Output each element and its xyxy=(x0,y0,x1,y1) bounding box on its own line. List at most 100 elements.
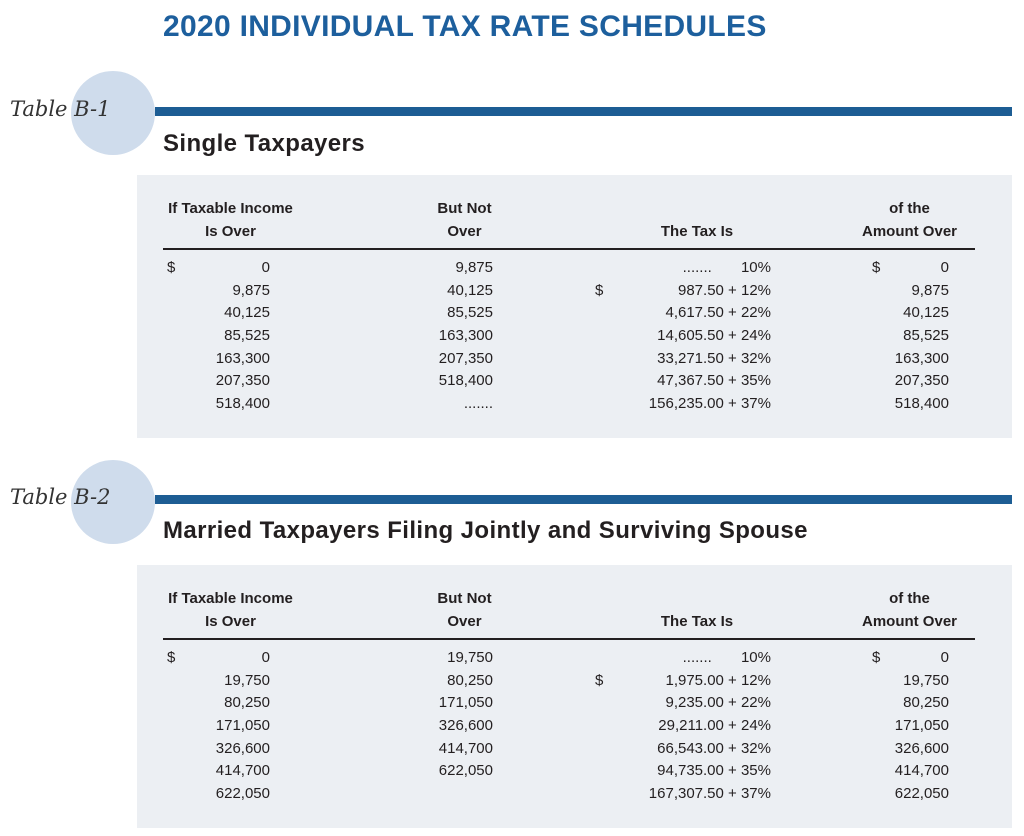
but-not-over: 171,050 xyxy=(438,694,493,712)
tax-is: ....... 10% xyxy=(682,259,771,276)
income-over: 9,875 xyxy=(232,281,270,299)
but-not-over: 19,750 xyxy=(447,649,493,666)
tax-is: ....... 10% xyxy=(682,649,771,666)
tax-is: 987.50 + 12% xyxy=(678,281,771,299)
column-header-line: Is Over xyxy=(205,613,256,630)
column-header-line: The Tax Is xyxy=(660,613,734,630)
column-header: But Not Over xyxy=(407,197,522,243)
amount-over: 85,525 xyxy=(903,327,949,345)
column-header: of the Amount Over xyxy=(832,197,987,243)
column-header: If Taxable Income Is Over xyxy=(163,197,298,243)
table-row: 171,050 326,600 29,211.00 + 24% 171,050 xyxy=(137,715,1012,738)
tax-is: 9,235.00 + 22% xyxy=(665,694,771,712)
table-badge-circle xyxy=(71,460,155,544)
income-over: 80,250 xyxy=(224,694,270,712)
income-over: 326,600 xyxy=(215,739,270,757)
column-header-line: Amount Over xyxy=(861,223,957,240)
column-header-line: Is Over xyxy=(205,223,256,240)
amount-over: 0 xyxy=(940,649,949,666)
table-row: 518,400....... 156,235.00 + 37% 518,400 xyxy=(137,393,1012,416)
column-header: If Taxable Income Is Over xyxy=(163,587,298,633)
dollar-sign: $ xyxy=(872,259,881,276)
amount-over: 326,600 xyxy=(894,739,949,757)
column-header-line: Over xyxy=(447,613,482,630)
column-header-line: Amount Over xyxy=(861,613,957,630)
tax-is: 29,211.00 + 24% xyxy=(658,717,771,735)
tax-is: 4,617.50 + 22% xyxy=(665,304,771,322)
table-row: 9,875 40,125 $987.50 + 12% 9,875 xyxy=(137,280,1012,303)
but-not-over: 80,250 xyxy=(447,671,493,689)
but-not-over: 207,350 xyxy=(438,349,493,367)
tax-is: 33,271.50 + 32% xyxy=(657,349,771,367)
column-header-line: of the xyxy=(889,200,930,217)
table-row: 622,050 167,307.50 + 37% 622,050 xyxy=(137,783,1012,806)
table-row: $0 9,875 ....... 10% $0 xyxy=(137,257,1012,280)
tax-is: 156,235.00 + 37% xyxy=(648,395,771,413)
column-header-line: But Not xyxy=(437,200,492,217)
table-label: Table B-2 xyxy=(10,485,111,509)
table-row: 19,750 80,250 $1,975.00 + 12% 19,750 xyxy=(137,670,1012,693)
header-rule xyxy=(163,638,975,640)
table-row: 163,300 207,350 33,271.50 + 32% 163,300 xyxy=(137,348,1012,371)
but-not-over: ....... xyxy=(463,395,493,413)
column-header-line: But Not xyxy=(437,590,492,607)
table-body: $0 19,750 ....... 10% $0 19,750 80,250 $1,975.… xyxy=(137,647,1012,806)
amount-over: 19,750 xyxy=(903,671,949,689)
amount-over: 40,125 xyxy=(903,304,949,322)
amount-over: 80,250 xyxy=(903,694,949,712)
column-header-line: If Taxable Income xyxy=(168,200,293,217)
but-not-over: 40,125 xyxy=(447,281,493,299)
income-over: 518,400 xyxy=(215,395,270,413)
income-over: 414,700 xyxy=(215,762,270,780)
rate-table: If Taxable Income Is Over But Not Over The T… xyxy=(137,565,1012,828)
table-body: $0 9,875 ....... 10% $0 9,875 40,125 $987.50 +… xyxy=(137,257,1012,416)
amount-over: 163,300 xyxy=(894,349,949,367)
column-header: But Not Over xyxy=(407,587,522,633)
dollar-sign: $ xyxy=(167,649,176,666)
but-not-over: 9,875 xyxy=(455,259,493,276)
column-header-line: Over xyxy=(447,223,482,240)
dollar-sign: $ xyxy=(872,649,881,666)
rate-table: If Taxable Income Is Over But Not Over The T… xyxy=(137,175,1012,438)
column-header-line: The Tax Is xyxy=(660,223,734,240)
section-heading: Married Taxpayers Filing Jointly and Sur… xyxy=(163,517,808,544)
but-not-over: 414,700 xyxy=(438,739,493,757)
tax-is: 47,367.50 + 35% xyxy=(657,372,771,390)
dollar-sign: $ xyxy=(595,671,604,689)
amount-over: 171,050 xyxy=(894,717,949,735)
table-row: 326,600 414,700 66,543.00 + 32% 326,600 xyxy=(137,738,1012,761)
column-header-line: of the xyxy=(889,590,930,607)
but-not-over: 85,525 xyxy=(447,304,493,322)
tax-is: 167,307.50 + 37% xyxy=(648,785,771,803)
table-row: 85,525 163,300 14,605.50 + 24% 85,525 xyxy=(137,325,1012,348)
page-title: 2020 INDIVIDUAL TAX RATE SCHEDULES xyxy=(163,10,767,43)
column-header: The Tax Is xyxy=(607,220,787,243)
dollar-sign: $ xyxy=(167,259,176,276)
table-badge-circle xyxy=(71,71,155,155)
amount-over: 9,875 xyxy=(911,281,949,299)
amount-over: 518,400 xyxy=(894,395,949,413)
table-row: 40,125 85,525 4,617.50 + 22% 40,125 xyxy=(137,302,1012,325)
column-header-line: If Taxable Income xyxy=(168,590,293,607)
income-over: 171,050 xyxy=(215,717,270,735)
dollar-sign: $ xyxy=(595,281,604,299)
tax-is: 66,543.00 + 32% xyxy=(657,739,771,757)
section-bar xyxy=(155,495,1012,504)
table-row: 207,350 518,400 47,367.50 + 35% 207,350 xyxy=(137,370,1012,393)
income-over: 85,525 xyxy=(224,327,270,345)
amount-over: 622,050 xyxy=(894,785,949,803)
income-over: 622,050 xyxy=(215,785,270,803)
income-over: 19,750 xyxy=(224,671,270,689)
tax-is: 94,735.00 + 35% xyxy=(657,762,771,780)
section-heading: Single Taxpayers xyxy=(163,130,366,157)
tax-is: 1,975.00 + 12% xyxy=(665,671,771,689)
but-not-over: 622,050 xyxy=(438,762,493,780)
income-over: 0 xyxy=(261,259,270,276)
income-over: 163,300 xyxy=(215,349,270,367)
header-rule xyxy=(163,248,975,250)
tax-is: 14,605.50 + 24% xyxy=(657,327,771,345)
table-row: 80,250 171,050 9,235.00 + 22% 80,250 xyxy=(137,692,1012,715)
column-header: of the Amount Over xyxy=(832,587,987,633)
but-not-over: 163,300 xyxy=(438,327,493,345)
amount-over: 207,350 xyxy=(894,372,949,390)
